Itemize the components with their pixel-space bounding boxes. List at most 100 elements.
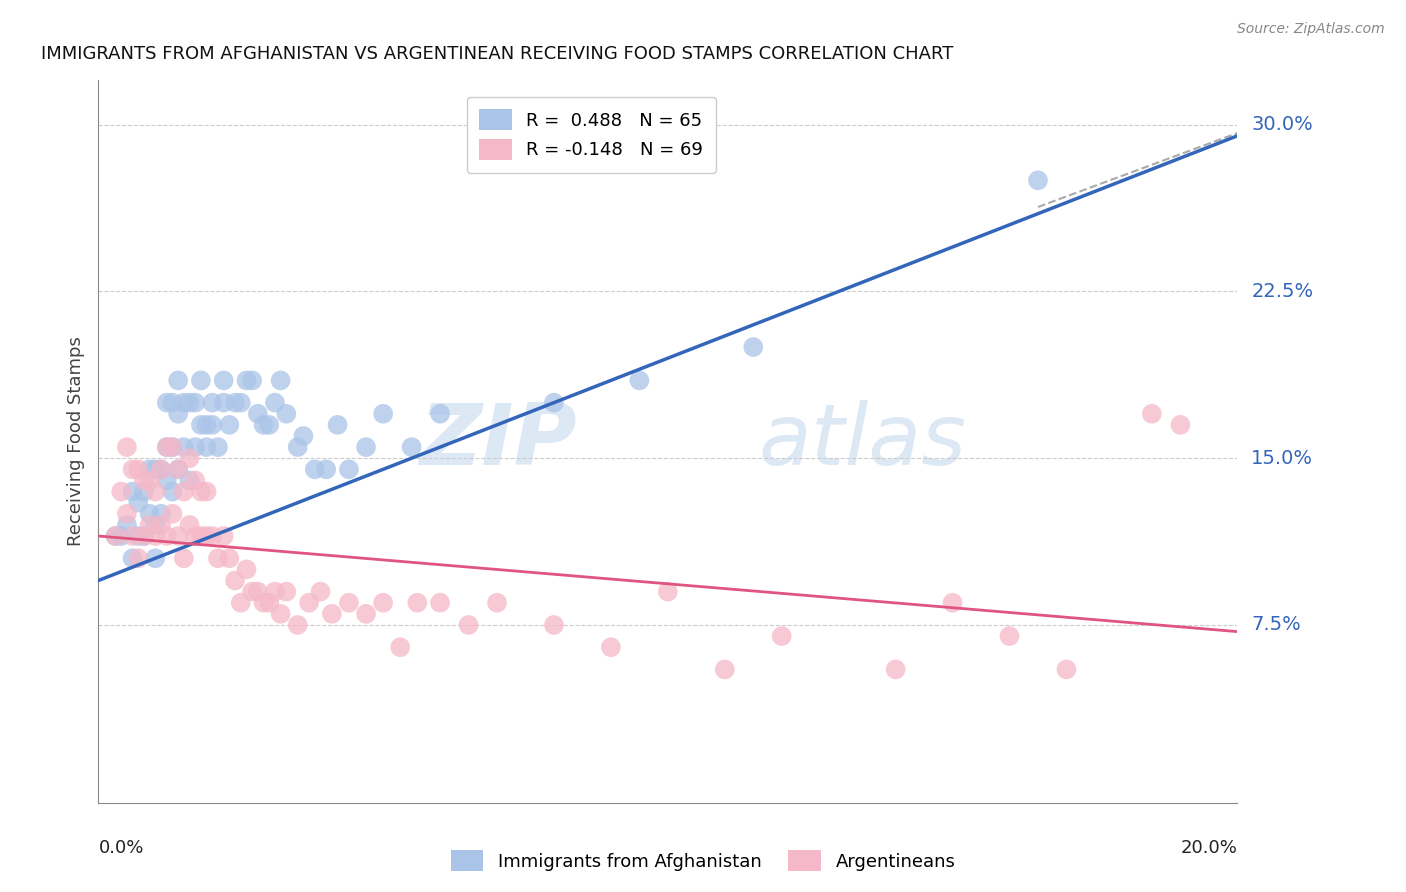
Point: [156, 440, 179, 454]
Text: 20.0%: 20.0%: [1181, 838, 1237, 857]
Point: [212, 529, 235, 543]
Point: [270, 607, 292, 621]
Point: [150, 517, 173, 532]
Point: [714, 662, 737, 676]
Point: [218, 551, 240, 566]
Point: [138, 462, 160, 476]
Point: [337, 462, 360, 476]
Point: [162, 395, 184, 409]
Point: [184, 529, 207, 543]
Point: [173, 440, 195, 454]
Point: [1170, 417, 1192, 432]
Point: [156, 529, 179, 543]
Point: [942, 596, 965, 610]
Point: [184, 395, 207, 409]
Point: [543, 618, 565, 632]
Y-axis label: Receiving Food Stamps: Receiving Food Stamps: [66, 336, 84, 547]
Point: [110, 529, 132, 543]
Text: IMMIGRANTS FROM AFGHANISTAN VS ARGENTINEAN RECEIVING FOOD STAMPS CORRELATION CHA: IMMIGRANTS FROM AFGHANISTAN VS ARGENTINE…: [42, 45, 953, 63]
Point: [121, 551, 143, 566]
Point: [162, 440, 184, 454]
Point: [162, 507, 184, 521]
Point: [224, 574, 246, 588]
Point: [235, 373, 257, 387]
Point: [184, 474, 207, 488]
Point: [264, 584, 287, 599]
Point: [600, 640, 623, 655]
Point: [173, 395, 195, 409]
Point: [486, 596, 509, 610]
Point: [207, 551, 229, 566]
Point: [167, 407, 190, 421]
Point: [298, 596, 321, 610]
Point: [173, 484, 195, 499]
Point: [543, 395, 565, 409]
Point: [104, 529, 127, 543]
Point: [150, 462, 173, 476]
Point: [138, 507, 160, 521]
Point: [246, 584, 269, 599]
Point: [309, 584, 332, 599]
Point: [235, 562, 257, 576]
Point: [179, 395, 201, 409]
Point: [173, 551, 195, 566]
Point: [179, 517, 201, 532]
Point: [167, 462, 190, 476]
Point: [201, 417, 224, 432]
Point: [998, 629, 1021, 643]
Point: [304, 462, 326, 476]
Point: [252, 417, 274, 432]
Point: [212, 395, 235, 409]
Point: [195, 484, 218, 499]
Point: [110, 484, 132, 499]
Point: [190, 529, 212, 543]
Point: [884, 662, 907, 676]
Point: [190, 373, 212, 387]
Point: [145, 529, 167, 543]
Point: [179, 451, 201, 466]
Point: [457, 618, 479, 632]
Point: [132, 474, 155, 488]
Point: [195, 529, 218, 543]
Point: [162, 440, 184, 454]
Text: Source: ZipAtlas.com: Source: ZipAtlas.com: [1237, 22, 1385, 37]
Point: [104, 529, 127, 543]
Point: [657, 584, 679, 599]
Point: [115, 440, 138, 454]
Point: [429, 596, 451, 610]
Point: [132, 484, 155, 499]
Point: [145, 462, 167, 476]
Point: [201, 395, 224, 409]
Point: [401, 440, 423, 454]
Point: [429, 407, 451, 421]
Point: [195, 417, 218, 432]
Point: [229, 596, 252, 610]
Point: [138, 517, 160, 532]
Point: [270, 373, 292, 387]
Point: [145, 484, 167, 499]
Point: [406, 596, 429, 610]
Point: [167, 462, 190, 476]
Point: [162, 484, 184, 499]
Point: [207, 440, 229, 454]
Point: [1026, 173, 1049, 187]
Point: [373, 407, 395, 421]
Text: 0.0%: 0.0%: [98, 838, 143, 857]
Point: [264, 395, 287, 409]
Point: [190, 484, 212, 499]
Point: [127, 551, 149, 566]
Point: [121, 529, 143, 543]
Point: [354, 440, 377, 454]
Point: [115, 507, 138, 521]
Point: [195, 440, 218, 454]
Point: [742, 340, 765, 354]
Point: [240, 584, 263, 599]
Point: [127, 529, 149, 543]
Point: [770, 629, 793, 643]
Text: ZIP: ZIP: [419, 400, 576, 483]
Text: 15.0%: 15.0%: [1251, 449, 1313, 467]
Point: [224, 395, 246, 409]
Point: [167, 373, 190, 387]
Point: [156, 440, 179, 454]
Point: [321, 607, 343, 621]
